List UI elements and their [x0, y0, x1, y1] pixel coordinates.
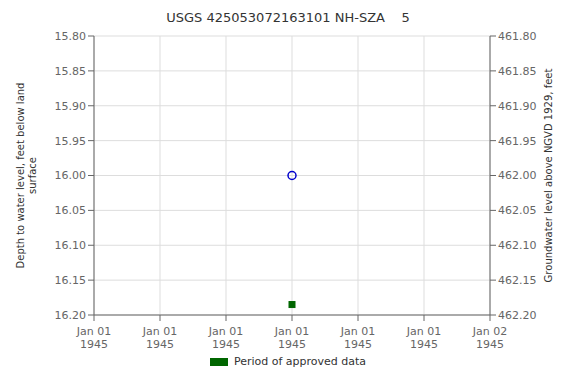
svg-text:Jan 011945: Jan 011945	[76, 325, 111, 351]
svg-text:Depth to water level, feet bel: Depth to water level, feet below landsur…	[15, 83, 38, 269]
svg-text:Jan 011945: Jan 011945	[340, 325, 375, 351]
svg-text:Jan 011945: Jan 011945	[406, 325, 441, 351]
html-text:USGS 425053072163101 NH-SZA 5: USGS 425053072163101 NH-SZA 5	[166, 10, 410, 25]
svg-text:461.80: 461.80	[498, 30, 537, 43]
svg-text:15.90: 15.90	[55, 100, 87, 113]
svg-text:Jan 011945: Jan 011945	[274, 325, 309, 351]
svg-text:16.10: 16.10	[55, 239, 87, 252]
svg-text:16.00: 16.00	[55, 169, 87, 182]
html-text:Period of approved data: Period of approved data	[233, 355, 367, 368]
svg-text:462.15: 462.15	[498, 274, 537, 287]
svg-text:15.95: 15.95	[55, 135, 87, 148]
svg-text:461.85: 461.85	[498, 65, 537, 78]
svg-text:Jan 011945: Jan 011945	[142, 325, 177, 351]
svg-text:461.90: 461.90	[498, 100, 537, 113]
svg-text:15.85: 15.85	[55, 65, 87, 78]
svg-text:462.00: 462.00	[498, 169, 537, 182]
svg-text:16.15: 16.15	[55, 274, 87, 287]
svg-text:462.05: 462.05	[498, 204, 537, 217]
svg-text:Groundwater level above NGVD 1: Groundwater level above NGVD 1929, feet	[543, 69, 554, 283]
svg-text:15.80: 15.80	[55, 30, 87, 43]
svg-text:462.10: 462.10	[498, 239, 537, 252]
svg-text:461.95: 461.95	[498, 135, 537, 148]
svg-text:16.05: 16.05	[55, 204, 87, 217]
svg-text:Jan 011945: Jan 011945	[208, 325, 243, 351]
svg-text:16.20: 16.20	[55, 309, 87, 322]
svg-text:462.20: 462.20	[498, 309, 537, 322]
svg-text:Jan 021945: Jan 021945	[472, 325, 507, 351]
